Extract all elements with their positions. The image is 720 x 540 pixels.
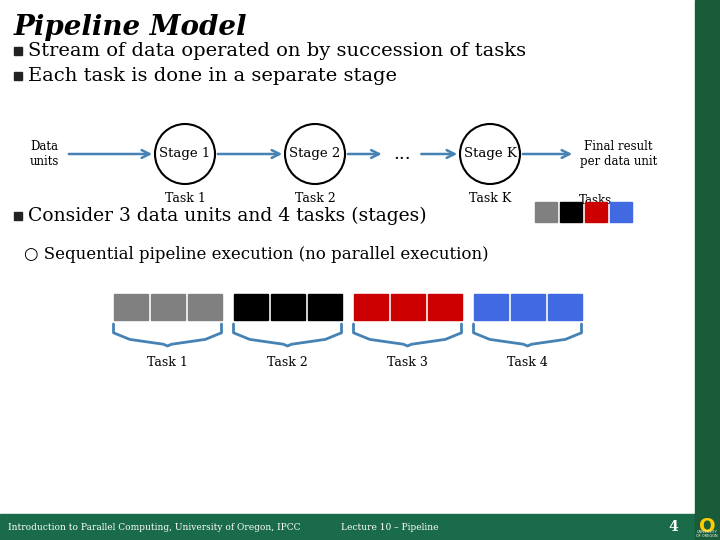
- Bar: [610, 202, 632, 222]
- Text: Stage 1: Stage 1: [159, 147, 211, 160]
- Bar: [114, 294, 148, 320]
- Bar: [187, 294, 222, 320]
- Bar: [233, 294, 268, 320]
- Circle shape: [285, 124, 345, 184]
- Bar: [585, 202, 607, 222]
- Bar: [354, 294, 387, 320]
- Bar: [14, 72, 22, 80]
- Text: Each task is done in a separate stage: Each task is done in a separate stage: [28, 67, 397, 85]
- Text: Stage K: Stage K: [464, 147, 516, 160]
- Text: Task K: Task K: [469, 192, 511, 205]
- Text: Data
units: Data units: [30, 140, 59, 168]
- Circle shape: [155, 124, 215, 184]
- Text: Task 1: Task 1: [165, 192, 205, 205]
- Text: Task 1: Task 1: [147, 356, 188, 369]
- Bar: [0, 514, 695, 540]
- Text: Final result
per data unit: Final result per data unit: [580, 140, 657, 168]
- Bar: [535, 202, 557, 222]
- Text: Task 3: Task 3: [387, 356, 428, 369]
- Text: Introduction to Parallel Computing, University of Oregon, IPCC: Introduction to Parallel Computing, Univ…: [8, 523, 300, 531]
- Bar: [14, 212, 22, 220]
- Text: Task 2: Task 2: [294, 192, 336, 205]
- Text: Lecture 10 – Pipeline: Lecture 10 – Pipeline: [341, 523, 438, 531]
- Bar: [307, 294, 341, 320]
- Circle shape: [460, 124, 520, 184]
- Bar: [474, 294, 508, 320]
- Bar: [560, 202, 582, 222]
- Bar: [14, 47, 22, 55]
- Bar: [510, 294, 544, 320]
- Bar: [547, 294, 582, 320]
- Text: Tasks: Tasks: [578, 193, 611, 206]
- Bar: [390, 294, 425, 320]
- Text: Stage 2: Stage 2: [289, 147, 341, 160]
- Text: Stream of data operated on by succession of tasks: Stream of data operated on by succession…: [28, 42, 526, 60]
- Text: 4: 4: [668, 520, 678, 534]
- Bar: [428, 294, 462, 320]
- Text: Pipeline Model: Pipeline Model: [14, 14, 248, 41]
- Text: ○ Sequential pipeline execution (no parallel execution): ○ Sequential pipeline execution (no para…: [24, 246, 489, 263]
- Text: Consider 3 data units and 4 tasks (stages): Consider 3 data units and 4 tasks (stage…: [28, 207, 427, 225]
- Text: UNIVERSITY
OF OREGON: UNIVERSITY OF OREGON: [696, 530, 718, 538]
- Text: O: O: [698, 516, 715, 536]
- Text: Task 4: Task 4: [507, 356, 548, 369]
- Bar: [271, 294, 305, 320]
- Text: Task 2: Task 2: [267, 356, 308, 369]
- Text: ...: ...: [394, 145, 411, 163]
- Bar: [695, 0, 720, 540]
- Bar: [150, 294, 184, 320]
